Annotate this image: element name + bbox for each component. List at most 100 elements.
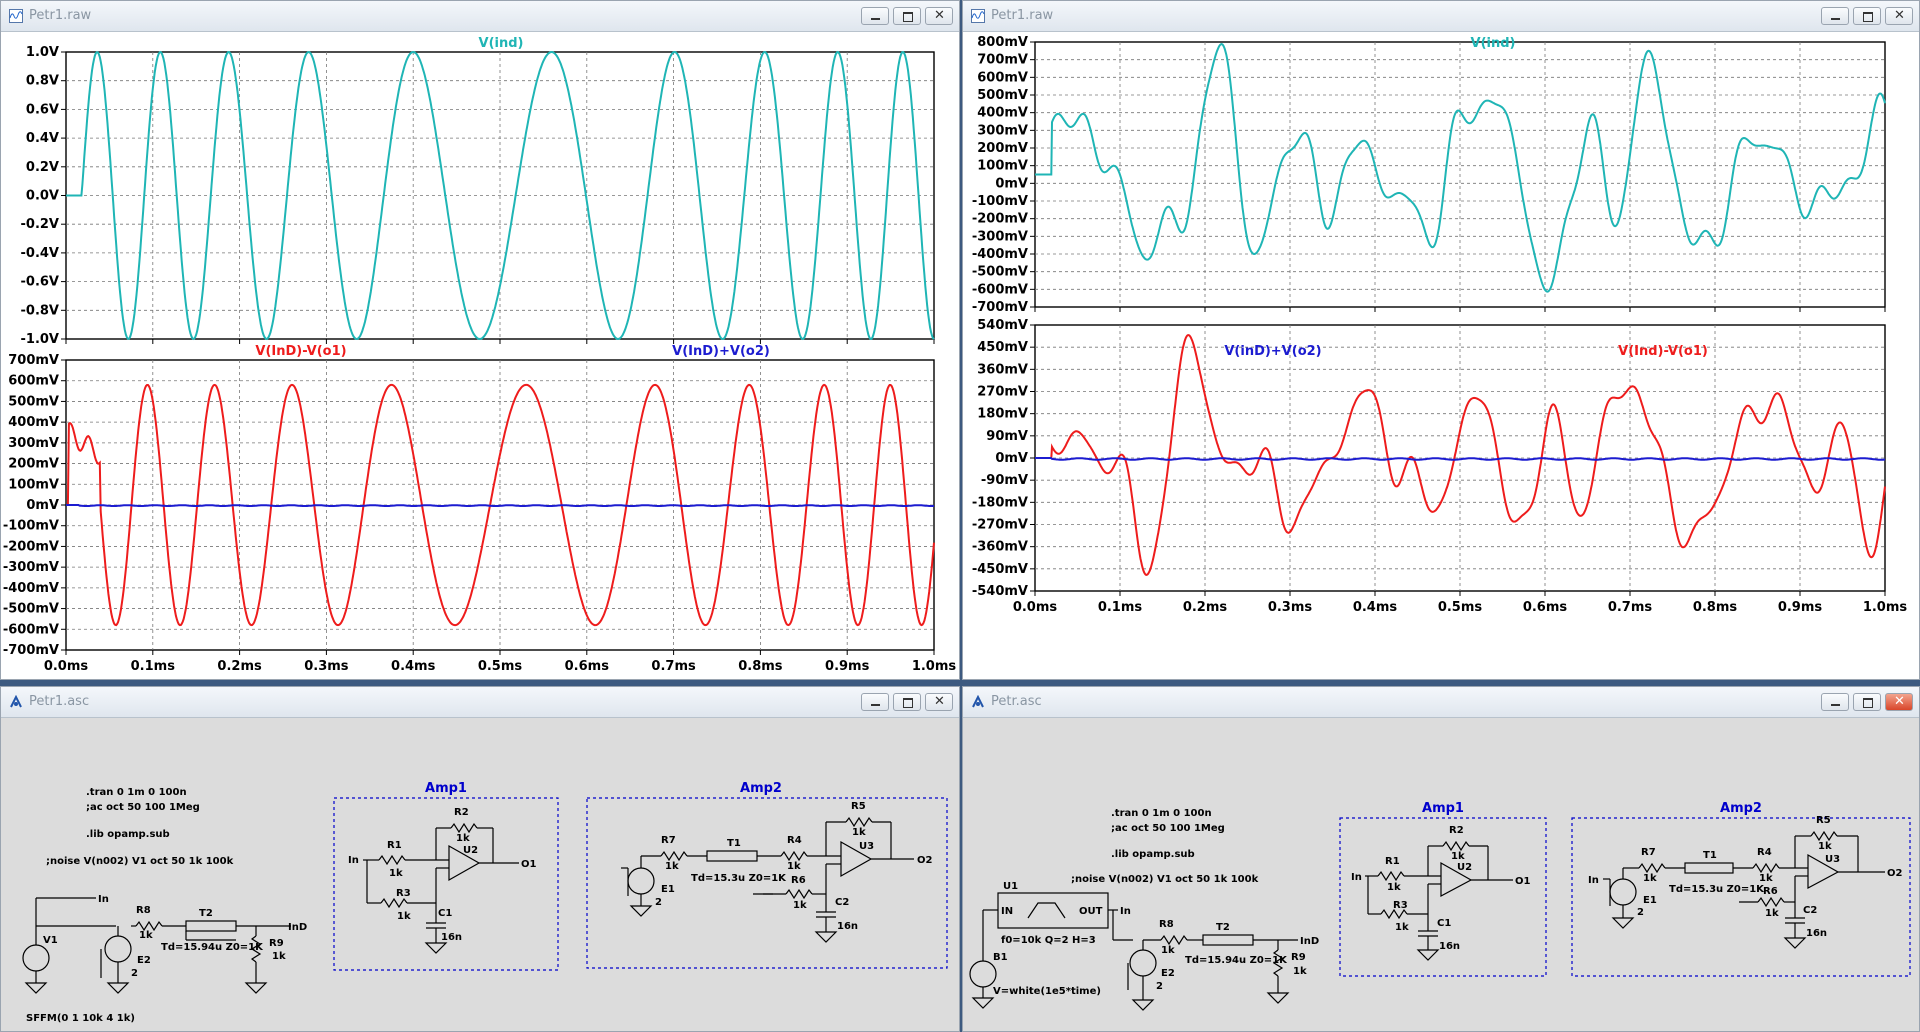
resistor-r7[interactable] [1638,862,1666,874]
t2-value: Td=15.94u Z0=1K [1185,955,1288,966]
resistor-r3[interactable] [1380,908,1408,920]
top-plot-pane[interactable]: 1.0V 0.8V 0.6V 0.4V 0.2V 0.0V -0.2V -0.4V -0.6V -… [21,45,935,347]
y-tick-label: 200mV [977,141,1028,156]
schematic-canvas-left[interactable]: .tran 0 1m 0 100n ;ac oct 50 100 1Meg .l… [1,718,959,1032]
behavioral-source-b1[interactable] [969,960,997,988]
trace-vind[interactable] [66,50,935,341]
resistor-r1[interactable] [1377,870,1405,882]
y-tick-label: 500mV [8,394,59,409]
resistor-r6[interactable] [1757,896,1785,908]
resistor-r2[interactable] [450,822,478,834]
c2-label: C2 [835,897,849,908]
x-tick-label: 0.8ms [738,659,783,674]
trace-red[interactable] [66,383,935,627]
resistor-r5[interactable] [1810,830,1838,842]
trace-label-red[interactable]: V(Ind)-V(o1) [1618,344,1708,359]
bottom-plot-pane[interactable]: 540mV 450mV 360mV 270mV 180mV 90mV 0mV -90mV -18… [972,318,1908,615]
directive-noise[interactable]: ;noise V(n002) V1 oct 50 1k 100k [46,856,234,867]
bottom-plot-pane[interactable]: 700mV 600mV 500mV 400mV 300mV 200mV 100mV 0mV -1… [3,353,957,674]
y-tick-label: 180mV [977,407,1028,422]
title-bar[interactable]: Petr.asc ✕ [963,687,1919,718]
trace-label-blue[interactable]: V(inD)+V(o2) [1224,344,1321,359]
tline-t2[interactable] [1202,934,1254,946]
resistor-r9[interactable] [250,935,262,963]
directive-lib[interactable]: .lib opamp.sub [1111,849,1195,860]
source-value[interactable]: SFFM(0 1 10k 4 1k) [26,1013,135,1024]
schematic-window-right[interactable]: Petr.asc ✕ .tran 0 1m 0 100n ;ac oct 50 … [962,686,1920,1032]
tline-t1[interactable] [706,850,758,862]
amp1-block[interactable] [1339,817,1547,977]
schematic-canvas-right[interactable]: .tran 0 1m 0 100n ;ac oct 50 100 1Meg .l… [963,718,1919,1032]
r6-label: R6 [791,875,806,886]
amp2-title: Amp2 [740,781,782,796]
trace-label-vind[interactable]: V(ind) [1471,36,1516,51]
resistor-r1[interactable] [378,854,406,866]
close-button[interactable]: ✕ [1885,693,1913,711]
resistor-r4[interactable] [780,850,808,862]
tline-t1[interactable] [1684,862,1734,874]
resistor-r9[interactable] [1272,949,1284,977]
maximize-button[interactable] [893,693,921,711]
amp1-title: Amp1 [1422,801,1464,816]
e1-gain: 2 [1637,907,1644,918]
plot-canvas-right[interactable]: 800mV 700mV 600mV 500mV 400mV 300mV 200mV 100mV… [963,32,1920,680]
maximize-button[interactable] [893,7,921,25]
schematic-window-left[interactable]: Petr1.asc ✕ .tran 0 1m 0 100n ;ac oct 50… [0,686,960,1032]
opamp-u3[interactable] [1807,853,1840,889]
resistor-r6[interactable] [785,888,813,900]
minimize-button[interactable] [1821,693,1849,711]
trace-label-red[interactable]: V(InD)-V(o1) [255,344,346,359]
waveform-window-left[interactable]: Petr1.raw ✕ 1.0V 0.8V 0.6V 0.4V 0.2V 0.0V -0.2… [0,0,960,680]
resistor-r3[interactable] [380,897,408,909]
tline-t2[interactable] [185,920,237,932]
close-button[interactable]: ✕ [925,7,953,25]
directive-tran[interactable]: .tran 0 1m 0 100n [1111,808,1212,819]
waveform-window-right[interactable]: Petr1.raw ✕ 800mV 700mV 600mV 500mV 400mV 300… [962,0,1920,680]
plot-canvas-left[interactable]: 1.0V 0.8V 0.6V 0.4V 0.2V 0.0V -0.2V -0.4V -0.6V -… [1,32,960,680]
directive-noise[interactable]: ;noise V(n002) V1 oct 50 1k 100k [1071,874,1259,885]
close-button[interactable]: ✕ [1885,7,1913,25]
opamp-u2[interactable] [448,844,481,882]
r8-label: R8 [136,905,151,916]
resistor-r2[interactable] [1442,840,1470,852]
title-bar[interactable]: Petr1.raw ✕ [1,1,959,32]
amp2-block[interactable] [586,797,948,969]
vcvs-e2[interactable] [1129,949,1157,977]
vcvs-e1[interactable] [1609,878,1637,906]
directive-ac[interactable]: ;ac oct 50 100 1Meg [86,802,200,813]
vcvs-e1[interactable] [627,867,655,895]
resistor-r5[interactable] [845,816,873,828]
directive-ac[interactable]: ;ac oct 50 100 1Meg [1111,823,1225,834]
y-tick-label: 100mV [977,159,1028,174]
trace-blue[interactable] [66,504,934,507]
voltage-source-v1[interactable] [22,944,50,972]
trace-blue[interactable] [1035,457,1886,461]
top-plot-pane[interactable]: 800mV 700mV 600mV 500mV 400mV 300mV 200mV 100mV… [972,35,1886,315]
vcvs-e2[interactable] [104,935,132,963]
trace-label-blue[interactable]: V(InD)+V(o2) [672,344,770,359]
title-bar[interactable]: Petr1.asc ✕ [1,687,959,718]
trace-vind[interactable] [1035,43,1886,293]
maximize-button[interactable] [1853,693,1881,711]
close-button[interactable]: ✕ [925,693,953,711]
trace-label-vind[interactable]: V(ind) [479,36,524,51]
resistor-r8[interactable] [1160,934,1188,946]
resistor-r4[interactable] [1752,862,1780,874]
minimize-button[interactable] [1821,7,1849,25]
title-bar[interactable]: Petr1.raw ✕ [963,1,1919,32]
r9-label: R9 [269,938,284,949]
maximize-button[interactable] [1853,7,1881,25]
resistor-r7[interactable] [660,850,688,862]
directive-tran[interactable]: .tran 0 1m 0 100n [86,787,187,798]
opamp-u2[interactable] [1440,861,1473,897]
y-tick-label: 600mV [8,374,59,389]
minimize-button[interactable] [861,693,889,711]
e1-gain: 2 [655,897,662,908]
resistor-r8[interactable] [135,920,163,932]
trace-red[interactable] [1035,334,1886,576]
opamp-u3[interactable] [840,840,873,878]
y-tick-label: 0.0V [26,189,59,204]
minimize-button[interactable] [861,7,889,25]
directive-lib[interactable]: .lib opamp.sub [86,829,170,840]
amp2-block[interactable] [1571,817,1911,977]
